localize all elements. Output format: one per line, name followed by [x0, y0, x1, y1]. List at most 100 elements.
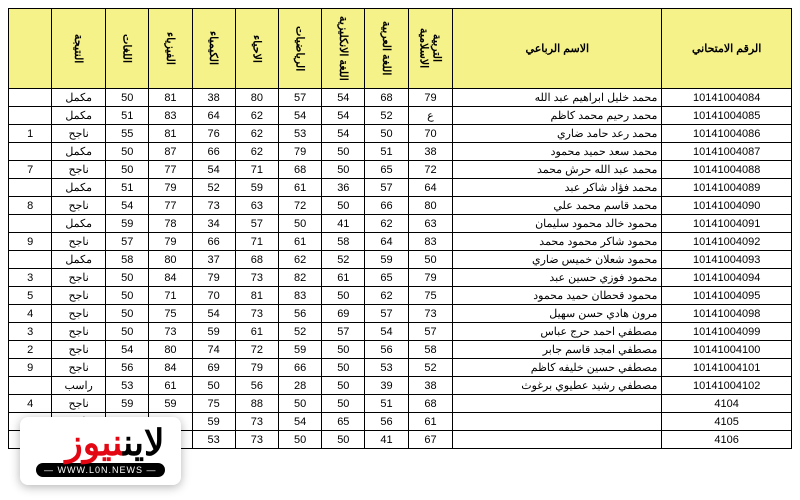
cell: [453, 395, 662, 413]
cell: 10141004088: [662, 161, 792, 179]
cell: 10141004089: [662, 179, 792, 197]
cell: 74: [192, 341, 235, 359]
cell: 50: [322, 197, 365, 215]
cell: 50: [322, 161, 365, 179]
cell: 79: [408, 89, 453, 107]
col-header: اللغات: [106, 9, 149, 89]
cell: 57: [365, 179, 408, 197]
cell: مكمل: [52, 89, 106, 107]
cell: 77: [149, 197, 192, 215]
cell: 10141004093: [662, 251, 792, 269]
cell: 5: [9, 287, 52, 305]
cell: 4104: [662, 395, 792, 413]
cell: 38: [408, 143, 453, 161]
cell: 79: [149, 233, 192, 251]
cell: ناجح: [52, 197, 106, 215]
col-header: [9, 9, 52, 89]
table-row: 10141004090محمد قاسم محمد علي80665072637…: [9, 197, 792, 215]
cell: 59: [192, 323, 235, 341]
cell: 80: [149, 251, 192, 269]
cell: 84: [149, 269, 192, 287]
cell: 61: [278, 233, 321, 251]
cell: محمد خليل ابراهيم عبد الله: [453, 89, 662, 107]
cell: [9, 179, 52, 197]
cell: مكمل: [52, 251, 106, 269]
cell: راسب: [52, 377, 106, 395]
cell: 68: [365, 89, 408, 107]
cell: 76: [192, 125, 235, 143]
cell: 75: [149, 305, 192, 323]
cell: 71: [235, 233, 278, 251]
cell: ناجح: [52, 269, 106, 287]
cell: 50: [322, 395, 365, 413]
cell: [453, 431, 662, 449]
cell: 4105: [662, 413, 792, 431]
table-row: 10141004086محمد رعد حامد ضاري70505453627…: [9, 125, 792, 143]
cell: محمود خالد محمود سليمان: [453, 215, 662, 233]
cell: 62: [235, 143, 278, 161]
cell: 52: [408, 359, 453, 377]
cell: 81: [149, 89, 192, 107]
cell: 61: [235, 323, 278, 341]
cell: 79: [192, 269, 235, 287]
cell: 61: [408, 413, 453, 431]
cell: 34: [192, 215, 235, 233]
cell: 61: [149, 377, 192, 395]
col-header: الكيمياء: [192, 9, 235, 89]
table-row: 10141004087محمد سعد حميد محمود3851507962…: [9, 143, 792, 161]
cell: محمود قحطان حميد محمود: [453, 287, 662, 305]
cell: 88: [235, 395, 278, 413]
cell: 51: [106, 107, 149, 125]
cell: 10141004095: [662, 287, 792, 305]
cell: 10141004102: [662, 377, 792, 395]
cell: 79: [278, 143, 321, 161]
table-row: 10141004102مصطفي رشيد عطيوي برغوث3839502…: [9, 377, 792, 395]
cell: 50: [106, 269, 149, 287]
cell: 50: [322, 359, 365, 377]
cell: محمد سعد حميد محمود: [453, 143, 662, 161]
cell: 50: [322, 143, 365, 161]
cell: 10141004085: [662, 107, 792, 125]
cell: 65: [365, 269, 408, 287]
cell: 79: [235, 359, 278, 377]
col-header: الاحياء: [235, 9, 278, 89]
col-header: الرياضيات: [278, 9, 321, 89]
cell: 38: [408, 377, 453, 395]
cell: 8: [9, 197, 52, 215]
col-header: الاسم الرباعي: [453, 9, 662, 89]
cell: 62: [235, 107, 278, 125]
cell: محمد رعد حامد ضاري: [453, 125, 662, 143]
cell: 55: [106, 125, 149, 143]
cell: 50: [322, 341, 365, 359]
cell: 50: [278, 215, 321, 233]
cell: [9, 377, 52, 395]
cell: ناجح: [52, 323, 106, 341]
cell: 59: [365, 251, 408, 269]
cell: 67: [408, 431, 453, 449]
cell: 50: [278, 431, 321, 449]
cell: 52: [192, 179, 235, 197]
cell: 2: [9, 341, 52, 359]
table-row: 10141004088محمد عبد الله حرش محمد7265506…: [9, 161, 792, 179]
cell: 73: [149, 323, 192, 341]
cell: 84: [149, 359, 192, 377]
cell: 52: [365, 107, 408, 125]
cell: 57: [408, 323, 453, 341]
cell: 53: [192, 431, 235, 449]
cell: 66: [192, 233, 235, 251]
cell: 81: [149, 125, 192, 143]
cell: ع: [408, 107, 453, 125]
cell: 50: [278, 395, 321, 413]
cell: 59: [278, 341, 321, 359]
cell: 58: [408, 341, 453, 359]
cell: ناجح: [52, 125, 106, 143]
cell: 54: [322, 125, 365, 143]
cell: 56: [278, 305, 321, 323]
cell: 62: [365, 215, 408, 233]
cell: 37: [192, 251, 235, 269]
cell: 54: [106, 341, 149, 359]
cell: 52: [322, 251, 365, 269]
cell: 66: [192, 143, 235, 161]
cell: 72: [278, 197, 321, 215]
cell: 7: [9, 161, 52, 179]
